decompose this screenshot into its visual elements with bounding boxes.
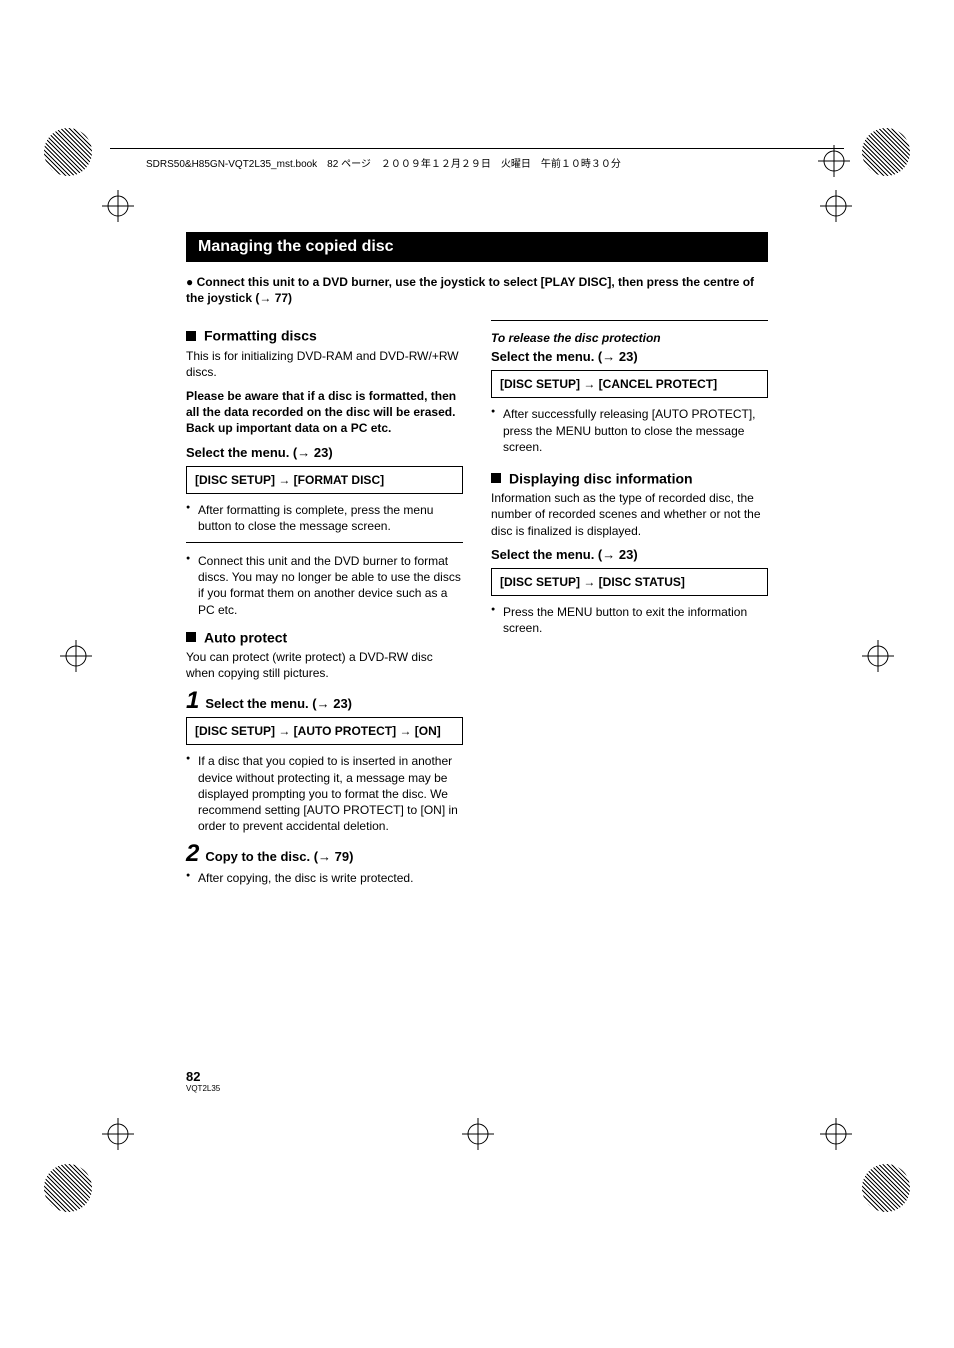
step-2: 2 Copy to the disc. (→ 79): [186, 842, 463, 866]
registration-mark: [818, 145, 850, 177]
menu-instruction: Select the menu. (→ 23): [491, 547, 768, 562]
menu-path-box: [DISC SETUP] → [DISC STATUS]: [491, 568, 768, 596]
right-column: To release the disc protection Select th…: [491, 320, 768, 894]
menu-path-box: [DISC SETUP] → [FORMAT DISC]: [186, 466, 463, 494]
menu-path-box: [DISC SETUP] → [AUTO PROTECT] → [ON]: [186, 717, 463, 745]
print-header-line: SDRS50&H85GN-VQT2L35_mst.book 82 ページ ２００…: [146, 155, 621, 170]
divider: [186, 542, 463, 543]
hatch-mark: [862, 1164, 910, 1212]
hatch-mark: [44, 128, 92, 176]
step-text: Copy to the disc. (→ 79): [205, 849, 353, 864]
registration-mark: [102, 190, 134, 222]
menu-instruction: Select the menu. (→ 23): [491, 349, 768, 364]
header-rule: [110, 148, 844, 149]
release-protection-title: To release the disc protection: [491, 331, 768, 345]
body-text: Information such as the type of recorded…: [491, 490, 768, 539]
intro-bullet: ● Connect this unit to a DVD burner, use…: [186, 274, 768, 306]
hatch-mark: [862, 128, 910, 176]
menu-path-box: [DISC SETUP] → [CANCEL PROTECT]: [491, 370, 768, 398]
subhead-disc-info: Displaying disc information: [491, 469, 768, 486]
square-bullet-icon: [186, 632, 196, 642]
subhead-text: Displaying disc information: [509, 470, 693, 486]
subhead-formatting: Formatting discs: [186, 326, 463, 343]
square-bullet-icon: [186, 331, 196, 341]
document-code: VQT2L35: [186, 1084, 220, 1093]
subhead-text: Auto protect: [204, 629, 287, 645]
bullet-item: After copying, the disc is write protect…: [186, 870, 463, 886]
left-column: Formatting discs This is for initializin…: [186, 320, 463, 894]
step-number: 1: [186, 689, 199, 713]
body-text: You can protect (write protect) a DVD-RW…: [186, 649, 463, 681]
bullet-item: Press the MENU button to exit the inform…: [491, 604, 768, 636]
registration-mark: [862, 640, 894, 672]
bullet-item: If a disc that you copied to is inserted…: [186, 753, 463, 834]
registration-mark: [820, 190, 852, 222]
page-content: Managing the copied disc ● Connect this …: [186, 232, 768, 895]
registration-mark: [820, 1118, 852, 1150]
step-text: Select the menu. (→ 23): [205, 696, 352, 711]
subhead-text: Formatting discs: [204, 328, 317, 344]
square-bullet-icon: [491, 473, 501, 483]
two-column-layout: Formatting discs This is for initializin…: [186, 320, 768, 894]
registration-mark: [462, 1118, 494, 1150]
hatch-mark: [44, 1164, 92, 1212]
step-1: 1 Select the menu. (→ 23): [186, 689, 463, 713]
section-title-bar: Managing the copied disc: [186, 232, 768, 262]
menu-instruction: Select the menu. (→ 23): [186, 445, 463, 460]
step-number: 2: [186, 842, 199, 866]
bullet-item: After successfully releasing [AUTO PROTE…: [491, 406, 768, 455]
registration-mark: [102, 1118, 134, 1150]
page-number: 82: [186, 1069, 200, 1084]
divider: [491, 320, 768, 321]
registration-mark: [60, 640, 92, 672]
bullet-item: After formatting is complete, press the …: [186, 502, 463, 534]
subhead-auto-protect: Auto protect: [186, 628, 463, 645]
warning-text: Please be aware that if a disc is format…: [186, 388, 463, 437]
body-text: This is for initializing DVD-RAM and DVD…: [186, 348, 463, 380]
bullet-item: Connect this unit and the DVD burner to …: [186, 553, 463, 618]
